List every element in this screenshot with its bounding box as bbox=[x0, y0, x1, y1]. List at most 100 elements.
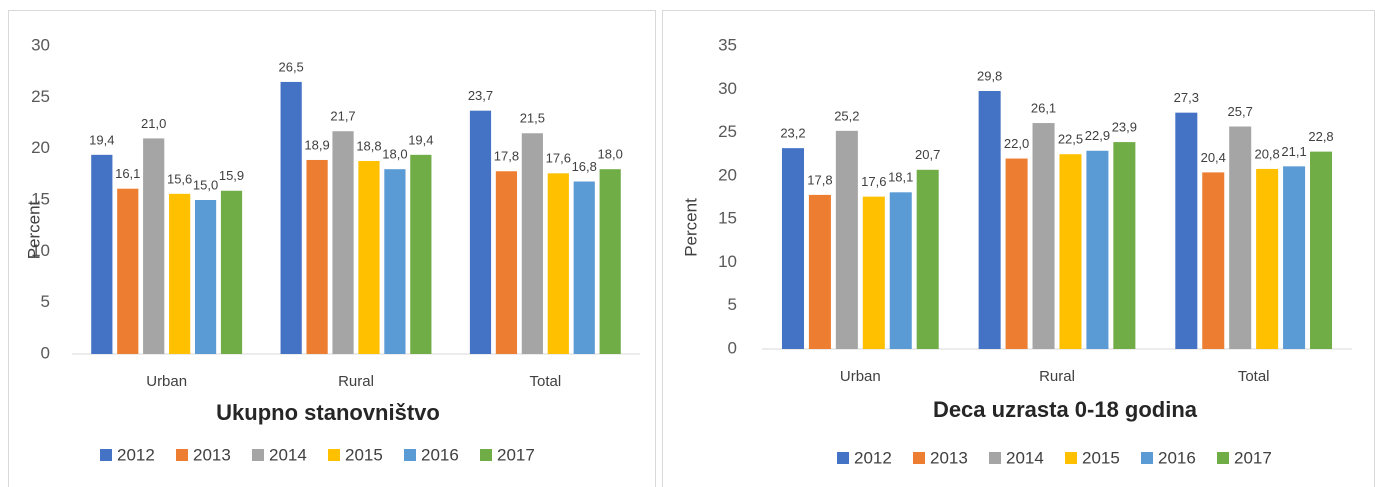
y-tick-label: 20 bbox=[718, 165, 737, 184]
value-label: 21,7 bbox=[330, 109, 355, 124]
bar bbox=[143, 138, 165, 354]
y-tick-label: 25 bbox=[31, 87, 50, 106]
value-label: 23,9 bbox=[1112, 120, 1137, 135]
y-tick-label: 35 bbox=[718, 35, 737, 54]
y-axis-title: Percent bbox=[681, 198, 700, 257]
value-label: 21,1 bbox=[1281, 144, 1306, 159]
value-label: 15,0 bbox=[193, 177, 218, 192]
bar bbox=[1086, 150, 1109, 349]
legend-label: 2013 bbox=[930, 448, 968, 467]
value-label: 26,1 bbox=[1031, 100, 1056, 115]
bar bbox=[1059, 154, 1082, 349]
bar bbox=[808, 194, 831, 349]
legend-swatch bbox=[404, 449, 416, 461]
y-tick-label: 15 bbox=[31, 189, 50, 208]
legend-label: 2013 bbox=[193, 445, 231, 464]
value-label: 23,7 bbox=[468, 88, 493, 103]
bar bbox=[978, 91, 1001, 349]
bar bbox=[521, 133, 543, 354]
value-label: 20,8 bbox=[1254, 146, 1279, 161]
bar bbox=[835, 130, 858, 349]
value-label: 22,8 bbox=[1308, 129, 1333, 144]
bar bbox=[599, 169, 621, 354]
value-label: 19,4 bbox=[408, 132, 433, 147]
x-tick-label: Rural bbox=[338, 373, 374, 390]
bar bbox=[306, 159, 328, 354]
bar bbox=[410, 154, 432, 354]
value-label: 18,8 bbox=[356, 138, 381, 153]
value-label: 17,6 bbox=[861, 174, 886, 189]
value-label: 25,7 bbox=[1228, 104, 1253, 119]
bar bbox=[220, 190, 243, 354]
bar bbox=[1229, 126, 1252, 349]
legend-label: 2016 bbox=[1158, 448, 1196, 467]
x-tick-label: Total bbox=[529, 373, 561, 390]
bar bbox=[916, 169, 939, 349]
legend-swatch bbox=[1065, 452, 1077, 464]
value-label: 22,5 bbox=[1058, 132, 1083, 147]
value-label: 25,2 bbox=[834, 108, 859, 123]
y-tick-label: 0 bbox=[41, 343, 50, 362]
legend-label: 2016 bbox=[421, 445, 459, 464]
bar bbox=[1283, 166, 1306, 349]
y-tick-label: 30 bbox=[718, 79, 737, 98]
legend-label: 2017 bbox=[497, 445, 535, 464]
value-label: 22,9 bbox=[1085, 128, 1110, 143]
value-label: 18,9 bbox=[304, 137, 329, 152]
legend-label: 2014 bbox=[269, 445, 307, 464]
y-axis-title: Percent bbox=[24, 200, 43, 259]
value-label: 27,3 bbox=[1174, 90, 1199, 105]
bar bbox=[1202, 172, 1225, 349]
y-tick-label: 5 bbox=[41, 292, 50, 311]
y-tick-label: 25 bbox=[718, 122, 737, 141]
value-label: 21,0 bbox=[141, 116, 166, 131]
bar bbox=[91, 154, 113, 354]
value-label: 16,8 bbox=[572, 159, 597, 174]
legend-label: 2015 bbox=[345, 445, 383, 464]
bar bbox=[781, 148, 804, 349]
legend-label: 2017 bbox=[1234, 448, 1272, 467]
y-tick-label: 10 bbox=[31, 241, 50, 260]
legend-label: 2015 bbox=[1082, 448, 1120, 467]
value-label: 26,5 bbox=[278, 59, 303, 74]
value-label: 17,6 bbox=[546, 151, 571, 166]
value-label: 16,1 bbox=[115, 166, 140, 181]
y-tick-label: 5 bbox=[728, 295, 737, 314]
legend-label: 2012 bbox=[117, 445, 155, 464]
bar bbox=[573, 181, 595, 354]
bar bbox=[862, 196, 885, 349]
value-label: 21,5 bbox=[520, 111, 545, 126]
bar bbox=[1256, 168, 1279, 349]
bar bbox=[469, 110, 492, 355]
x-tick-label: Rural bbox=[1039, 368, 1075, 385]
legend-swatch bbox=[1217, 452, 1229, 464]
value-label: 18,0 bbox=[598, 147, 623, 162]
bar bbox=[194, 200, 217, 354]
x-tick-label: Urban bbox=[146, 373, 187, 390]
value-label: 17,8 bbox=[807, 172, 832, 187]
bar bbox=[889, 192, 912, 349]
bar bbox=[1005, 158, 1028, 349]
bar bbox=[117, 188, 139, 354]
value-label: 15,6 bbox=[167, 171, 192, 186]
bar bbox=[280, 81, 302, 354]
bar bbox=[332, 131, 354, 354]
bar bbox=[384, 169, 406, 354]
legend-label: 2014 bbox=[1006, 448, 1044, 467]
y-tick-label: 0 bbox=[728, 338, 737, 357]
x-tick-label: Total bbox=[1238, 368, 1270, 385]
y-tick-label: 10 bbox=[718, 252, 737, 271]
value-label: 18,0 bbox=[382, 147, 407, 162]
value-label: 29,8 bbox=[977, 68, 1002, 83]
value-label: 17,8 bbox=[494, 149, 519, 164]
value-label: 23,2 bbox=[780, 126, 805, 141]
value-label: 20,4 bbox=[1201, 150, 1226, 165]
value-label: 20,7 bbox=[915, 147, 940, 162]
bar bbox=[1175, 112, 1198, 349]
bar bbox=[1113, 142, 1136, 349]
y-tick-label: 15 bbox=[718, 209, 737, 228]
bar bbox=[169, 193, 191, 354]
value-label: 18,1 bbox=[888, 170, 913, 185]
legend-swatch bbox=[837, 452, 849, 464]
